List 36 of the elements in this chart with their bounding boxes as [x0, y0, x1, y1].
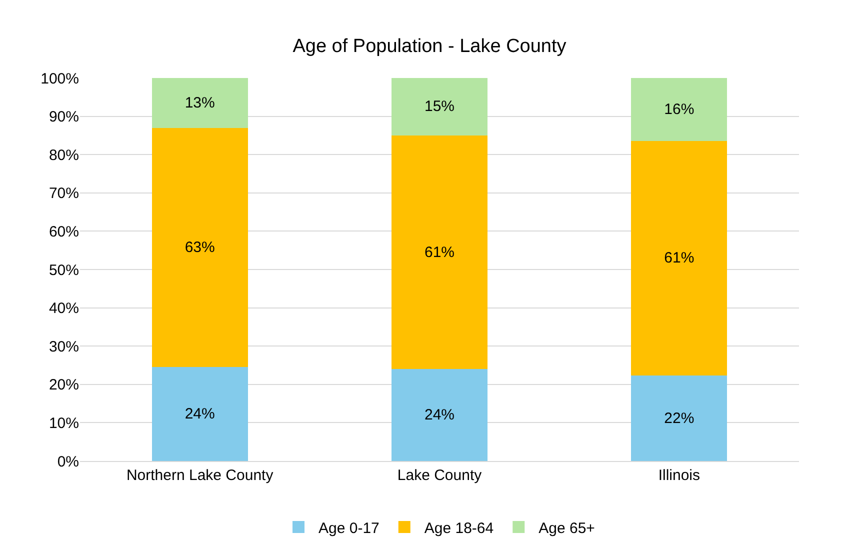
bar: [631, 140, 728, 376]
bar: [392, 369, 488, 461]
legend-label: Age 65+: [538, 520, 596, 537]
data-label: 61%: [424, 244, 455, 261]
y-tick-label: 50%: [48, 262, 79, 279]
data-label: 24%: [184, 406, 215, 423]
legend-label: Age 18-64: [424, 520, 494, 537]
y-tick-label: 100%: [40, 70, 79, 88]
data-label: 63%: [184, 238, 215, 256]
y-tick-label: 0%: [57, 453, 79, 470]
y-tick-label: 30%: [48, 338, 79, 356]
bar: [152, 128, 248, 368]
data-label: 61%: [664, 250, 694, 267]
bar: [392, 135, 488, 370]
y-tick-label: 80%: [48, 146, 79, 164]
bar: [631, 78, 728, 141]
legend-label: Age 0-17: [318, 520, 380, 537]
y-tick-label: 10%: [48, 414, 79, 432]
x-tick-label: Northern Lake County: [126, 467, 274, 484]
y-tick-label: 40%: [48, 300, 79, 318]
data-label: 13%: [184, 94, 215, 112]
data-label: 16%: [664, 100, 694, 118]
x-tick-label: Illinois: [658, 467, 700, 484]
y-tick-label: 70%: [48, 185, 79, 202]
bar: [152, 78, 248, 128]
y-tick-label: 20%: [48, 376, 79, 394]
bar: [392, 78, 488, 136]
data-label: 24%: [424, 406, 455, 424]
data-label: 15%: [424, 98, 455, 116]
y-tick-label: 60%: [48, 223, 79, 240]
bar: [631, 376, 728, 461]
data-label: 22%: [664, 410, 694, 427]
chart-title: Age of Population - Lake County: [292, 36, 567, 58]
bar: [152, 367, 248, 461]
x-tick-label: Lake County: [397, 467, 482, 484]
y-tick-label: 90%: [48, 108, 79, 126]
